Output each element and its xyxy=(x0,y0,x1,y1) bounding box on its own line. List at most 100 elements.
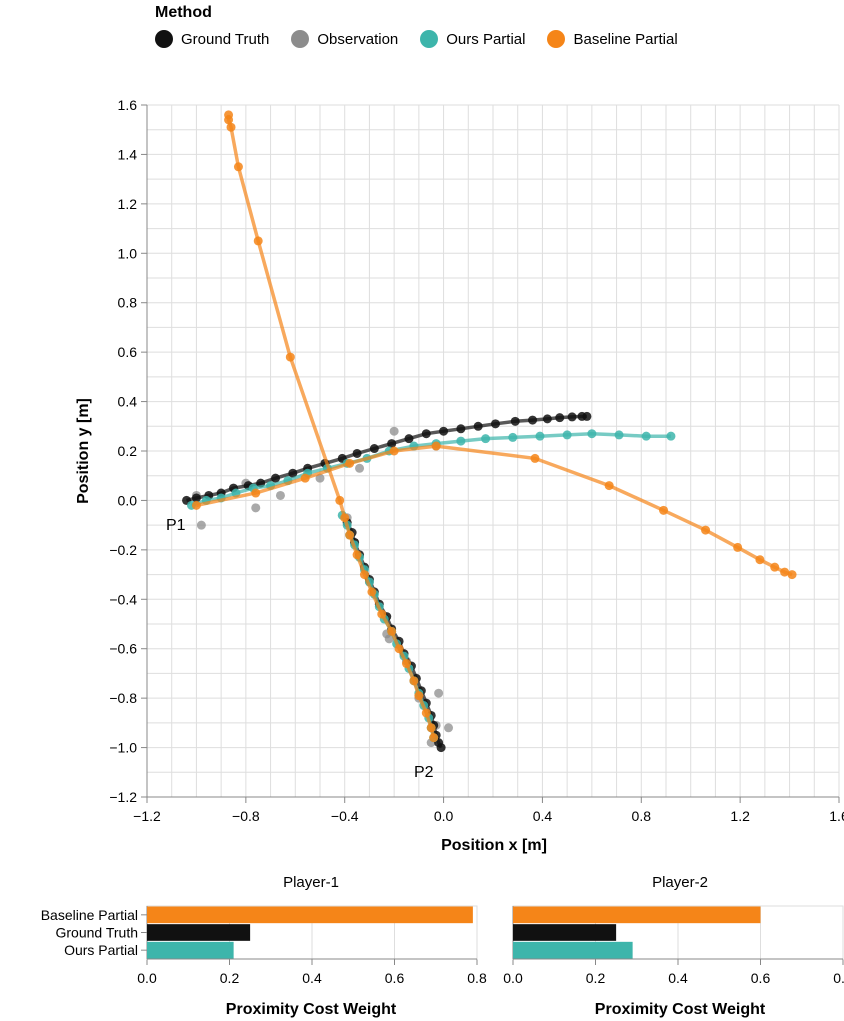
y-tick-label: 1.2 xyxy=(118,196,138,212)
baseline-partial-point xyxy=(359,570,369,580)
ground-truth-point xyxy=(456,424,466,434)
baseline-partial-point xyxy=(431,441,441,451)
category-label-ground-truth: Ground Truth xyxy=(56,925,139,941)
baseline-partial-point xyxy=(345,458,355,468)
baseline-partial-point xyxy=(530,453,540,463)
legend-label-baseline-partial: Baseline Partial xyxy=(573,30,678,48)
ours-partial-point xyxy=(456,436,466,446)
ours-partial-swatch xyxy=(420,30,439,48)
annotation-p2: P2 xyxy=(414,764,434,781)
observation-point xyxy=(275,490,285,500)
baseline-partial-point xyxy=(226,122,236,132)
ground-truth-series xyxy=(182,411,592,753)
player-2-tick-label: 0.4 xyxy=(668,970,688,986)
y-tick-label: 0.0 xyxy=(118,492,138,508)
ground-truth-point xyxy=(528,415,538,425)
baseline-partial-series xyxy=(191,110,797,743)
ours-partial-line xyxy=(190,431,671,508)
baseline-partial-point xyxy=(387,626,397,636)
baseline-partial-point xyxy=(335,495,345,505)
legend-label-ground-truth: Ground Truth xyxy=(181,30,270,48)
y-axis-label: Position y [m] xyxy=(75,398,92,504)
y-tick-label: −1.0 xyxy=(109,740,137,756)
ours-partial-point xyxy=(614,430,624,440)
player-1-bar-ours-partial xyxy=(147,941,234,959)
annotation-p1: P1 xyxy=(166,517,186,534)
ground-truth-point xyxy=(490,419,500,429)
baseline-partial-point xyxy=(780,567,790,577)
player-1-bar-chart: 0.0 0.2 0.4 0.6 0.8 Baseline Partial Ground Tr… xyxy=(41,905,487,986)
baseline-partial-point xyxy=(389,446,399,456)
baseline-partial-point xyxy=(253,236,263,246)
ours-partial-point xyxy=(587,429,597,439)
player-1-tick-label: 0.4 xyxy=(302,970,322,986)
player-1-tick-label: 0.2 xyxy=(220,970,240,986)
baseline-partial-point xyxy=(604,481,614,491)
player-2-bar-baseline-partial xyxy=(513,906,761,924)
player-2-tick-label: 0.2 xyxy=(586,970,606,986)
ground-truth-point xyxy=(436,743,446,753)
legend-label-ours-partial: Ours Partial xyxy=(446,30,526,48)
observation-point xyxy=(389,426,399,436)
y-tick-label: 0.6 xyxy=(118,344,138,360)
baseline-partial-point xyxy=(394,644,404,654)
baseline-partial-point xyxy=(345,530,355,540)
baseline-partial-line xyxy=(196,444,793,577)
legend-label-observation: Observation xyxy=(317,30,399,48)
ground-truth-point xyxy=(404,434,414,444)
ours-partial-point xyxy=(666,431,676,441)
baseline-partial-point xyxy=(191,500,201,510)
baseline-partial-point xyxy=(352,550,362,560)
y-tick-label: −0.6 xyxy=(109,641,137,657)
y-tick-label: −0.4 xyxy=(109,591,137,607)
legend-items: Ground Truth Observation Ours Partial Ba… xyxy=(155,30,678,48)
ours-partial-point xyxy=(641,431,651,441)
baseline-partial-point xyxy=(733,542,743,552)
ground-truth-point xyxy=(555,413,565,423)
baseline-partial-point xyxy=(224,115,234,125)
player-2-tick-label: 0.6 xyxy=(751,970,771,986)
baseline-partial-point xyxy=(426,723,436,733)
baseline-partial-point xyxy=(409,676,419,686)
ground-truth-point xyxy=(439,426,449,436)
ours-partial-point xyxy=(481,434,491,444)
player-1-x-axis-label: Proximity Cost Weight xyxy=(226,1001,397,1018)
ours-partial-point xyxy=(535,431,545,441)
baseline-partial-point xyxy=(300,473,310,483)
observation-point xyxy=(251,503,261,513)
trajectory-axes: −1.2 −0.8 −0.4 0.0 0.4 0.8 1.2 1.6 1.6 1.4 1.2 1.0 0… xyxy=(109,97,844,824)
ground-truth-point xyxy=(191,493,201,503)
baseline-partial-point xyxy=(285,352,295,362)
y-tick-label: 1.4 xyxy=(118,146,138,162)
player-1-title: Player-1 xyxy=(283,874,339,891)
category-label-baseline-partial: Baseline Partial xyxy=(41,907,138,923)
baseline-partial-point xyxy=(755,555,765,565)
observation-point xyxy=(434,688,444,698)
baseline-partial-point xyxy=(787,570,797,580)
baseline-partial-point xyxy=(659,505,669,515)
x-tick-label: 0.0 xyxy=(434,808,454,824)
x-tick-label: 1.2 xyxy=(730,808,750,824)
trajectory-series xyxy=(182,110,797,753)
baseline-partial-swatch xyxy=(547,30,566,48)
baseline-partial-point xyxy=(414,691,424,701)
player-2-tick-label: 0.8 xyxy=(833,970,844,986)
ground-truth-point xyxy=(582,411,592,421)
player-2-title: Player-2 xyxy=(652,874,708,891)
baseline-partial-point xyxy=(233,162,243,172)
ground-truth-point xyxy=(421,429,431,439)
player-2-bar-ground-truth xyxy=(513,924,617,941)
ground-truth-point xyxy=(369,444,379,454)
legend-title: Method xyxy=(155,4,212,21)
ground-truth-point xyxy=(473,421,483,431)
y-tick-label: −0.2 xyxy=(109,542,137,558)
ground-truth-swatch xyxy=(155,30,173,48)
x-tick-label: 1.6 xyxy=(829,808,844,824)
legend-item-ours-partial: Ours Partial xyxy=(420,30,525,48)
baseline-partial-point xyxy=(429,733,439,743)
player-1-bar-ground-truth xyxy=(147,924,251,941)
x-tick-label: −1.2 xyxy=(133,808,161,824)
ground-truth-point xyxy=(567,412,577,422)
ground-truth-point xyxy=(271,473,281,483)
